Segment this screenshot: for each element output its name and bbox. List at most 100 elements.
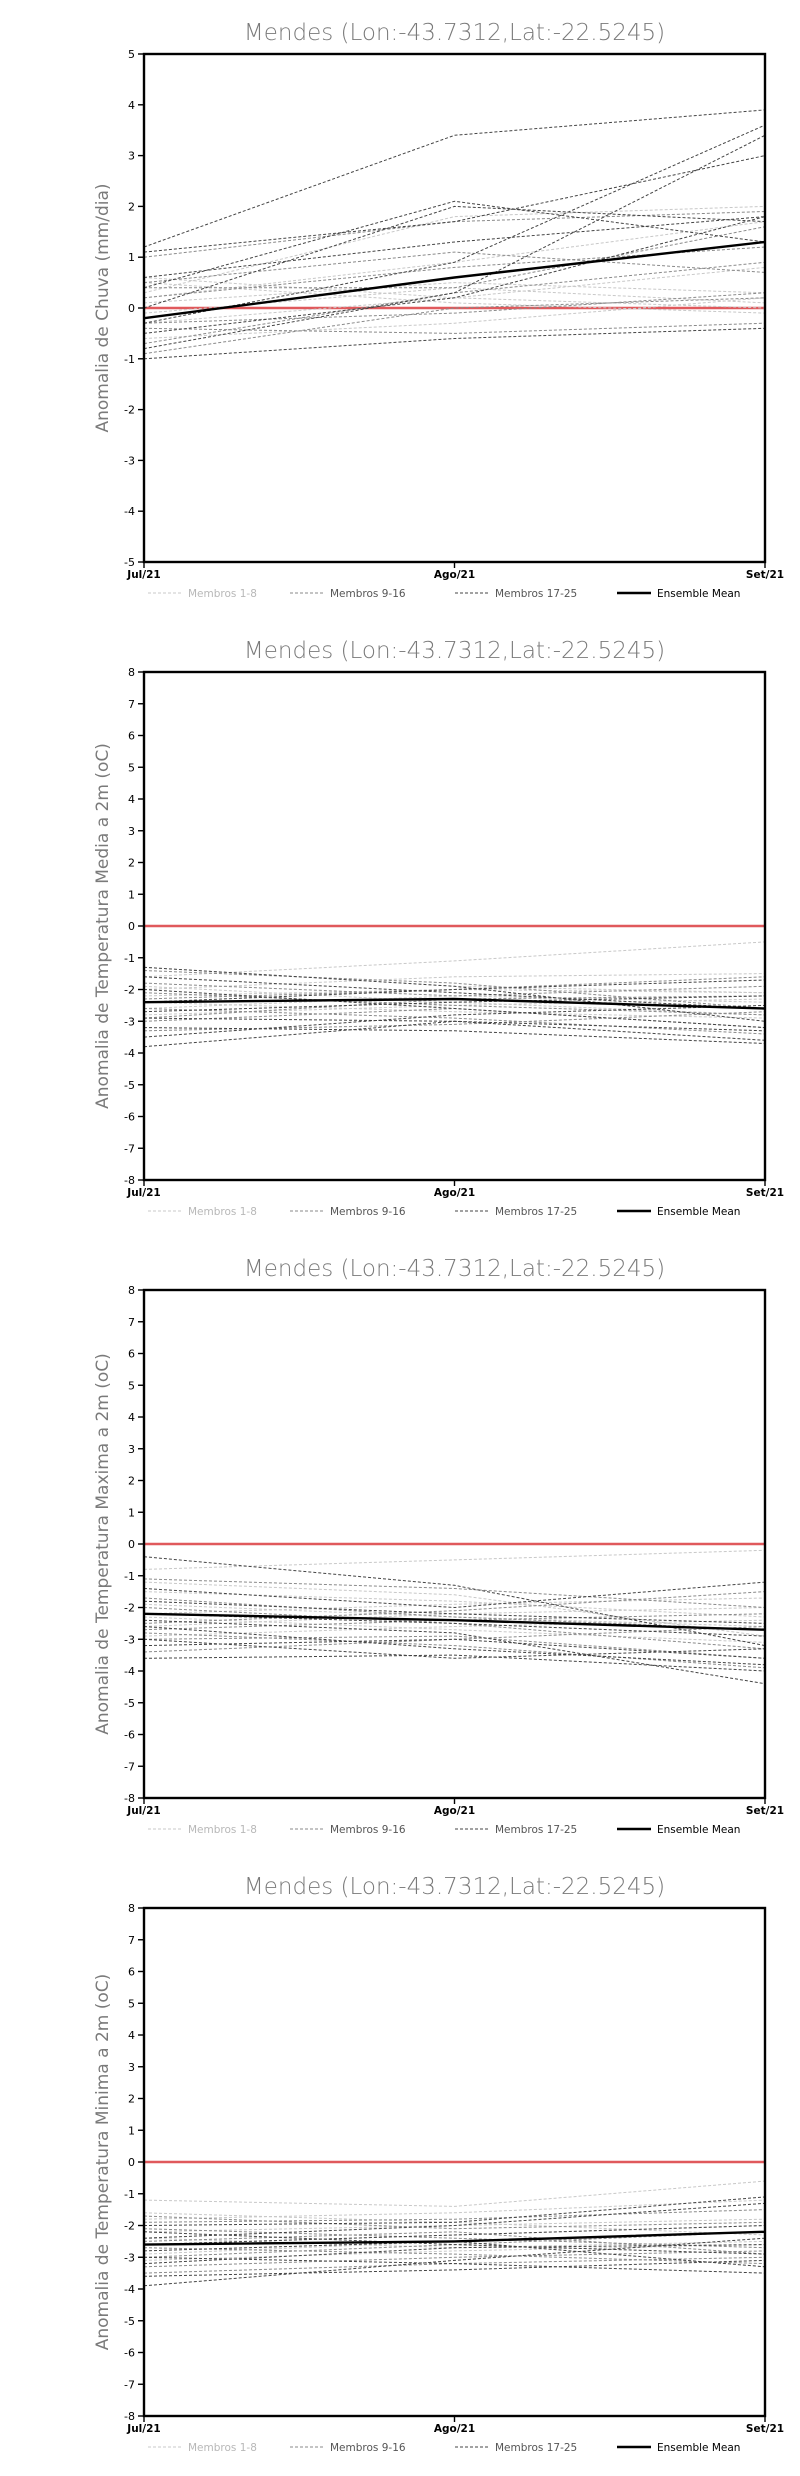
member-line-members-9-16 bbox=[143, 2209, 766, 2223]
y-tick-label: -4 bbox=[124, 1665, 135, 1678]
y-tick-label: 3 bbox=[128, 825, 135, 838]
member-line-members-17-25 bbox=[143, 2237, 766, 2287]
y-tick-label: 6 bbox=[128, 1348, 135, 1361]
member-line-members-9-16 bbox=[143, 1578, 766, 1608]
legend-label-members-9-16: Membros 9-16 bbox=[330, 1206, 406, 1218]
legend-label-ensemble-mean: Ensemble Mean bbox=[657, 588, 740, 600]
x-tick-label: Set/21 bbox=[746, 1187, 784, 1199]
legend-label-ensemble-mean: Ensemble Mean bbox=[657, 2442, 740, 2454]
member-line-members-1-8 bbox=[143, 282, 766, 304]
y-tick-label: 4 bbox=[128, 1411, 135, 1424]
y-tick-label: -7 bbox=[124, 2378, 135, 2391]
member-line-members-1-8 bbox=[143, 297, 766, 339]
plot-frame bbox=[142, 1906, 767, 2418]
member-line-members-1-8 bbox=[143, 941, 766, 978]
y-tick-label: -6 bbox=[124, 2347, 135, 2360]
legend-label-members-17-25: Membros 17-25 bbox=[495, 588, 577, 600]
y-tick-label: -4 bbox=[124, 505, 135, 518]
member-line-members-17-25 bbox=[143, 1638, 766, 1659]
y-tick-label: 1 bbox=[128, 251, 135, 264]
y-tick-label: -6 bbox=[124, 1111, 135, 1124]
member-line-members-17-25 bbox=[143, 1581, 766, 1608]
y-tick-label: 7 bbox=[128, 698, 135, 711]
plot-frame bbox=[142, 52, 767, 564]
member-line-members-1-8 bbox=[143, 266, 766, 324]
member-line-members-1-8 bbox=[143, 973, 766, 990]
member-line-members-17-25 bbox=[143, 2202, 766, 2239]
member-line-members-17-25 bbox=[143, 216, 766, 334]
member-line-members-1-8 bbox=[143, 1591, 766, 1618]
plot-frame bbox=[142, 1288, 767, 1800]
legend-label-members-17-25: Membros 17-25 bbox=[495, 1206, 577, 1218]
y-tick-label: -5 bbox=[124, 556, 135, 569]
y-tick-label: -3 bbox=[124, 1015, 135, 1028]
member-line-members-17-25 bbox=[143, 2196, 766, 2226]
y-tick-label: 3 bbox=[128, 2061, 135, 2074]
x-tick-label: Set/21 bbox=[746, 2423, 784, 2435]
member-line-members-9-16 bbox=[143, 970, 766, 1009]
y-tick-label: 3 bbox=[128, 150, 135, 163]
y-tick-label: 1 bbox=[128, 2124, 135, 2137]
member-line-members-17-25 bbox=[143, 124, 766, 324]
y-tick-label: 2 bbox=[128, 2093, 135, 2106]
y-tick-label: -8 bbox=[124, 1174, 135, 1187]
y-tick-label: -3 bbox=[124, 454, 135, 467]
y-tick-label: -2 bbox=[124, 1602, 135, 1615]
x-tick-label: Ago/21 bbox=[434, 1187, 475, 1199]
member-line-members-17-25 bbox=[143, 1020, 766, 1048]
member-line-members-17-25 bbox=[143, 989, 766, 1029]
member-line-members-9-16 bbox=[143, 251, 766, 284]
member-line-members-9-16 bbox=[143, 261, 766, 345]
chart-title: Mendes (Lon:-43.7312,Lat:-22.5245) bbox=[244, 1256, 665, 1282]
y-tick-label: 4 bbox=[128, 2029, 135, 2042]
chart-panel-1: Mendes (Lon:-43.7312,Lat:-22.5245) Anomal… bbox=[93, 20, 784, 600]
x-tick-label: Ago/21 bbox=[434, 2423, 475, 2435]
member-line-members-9-16 bbox=[143, 2228, 766, 2249]
y-axis-label: Anomalia de Temperatura Minima a 2m (oC) bbox=[93, 1974, 113, 2351]
member-line-members-17-25 bbox=[143, 1654, 766, 1672]
y-tick-label: 2 bbox=[128, 1475, 135, 1488]
member-line-members-1-8 bbox=[143, 1619, 766, 1637]
y-tick-label: -7 bbox=[124, 1142, 135, 1155]
member-line-members-17-25 bbox=[143, 205, 766, 309]
legend-label-members-9-16: Membros 9-16 bbox=[330, 2442, 406, 2454]
member-line-members-17-25 bbox=[143, 2225, 766, 2246]
y-tick-label: -1 bbox=[124, 353, 135, 366]
member-line-members-17-25 bbox=[143, 2259, 766, 2277]
x-tick-label: Jul/21 bbox=[126, 1187, 160, 1199]
y-tick-label: -6 bbox=[124, 1729, 135, 1742]
member-line-members-9-16 bbox=[143, 1011, 766, 1032]
y-tick-label: 5 bbox=[128, 761, 135, 774]
y-tick-label: -5 bbox=[124, 1079, 135, 1092]
y-tick-label: 0 bbox=[128, 2156, 135, 2169]
chart-panel-3: Mendes (Lon:-43.7312,Lat:-22.5245) Anomal… bbox=[93, 1256, 784, 1836]
member-line-members-9-16 bbox=[143, 992, 766, 1016]
y-tick-label: -5 bbox=[124, 2315, 135, 2328]
y-tick-label: -7 bbox=[124, 1760, 135, 1773]
member-line-members-9-16 bbox=[143, 1597, 766, 1631]
member-line-members-17-25 bbox=[143, 2256, 766, 2274]
y-tick-label: 5 bbox=[128, 1997, 135, 2010]
y-tick-label: 6 bbox=[128, 1966, 135, 1979]
legend-label-members-9-16: Membros 9-16 bbox=[330, 1824, 406, 1836]
member-line-members-1-8 bbox=[143, 966, 766, 994]
y-tick-label: 5 bbox=[128, 48, 135, 61]
member-line-members-1-8 bbox=[143, 221, 766, 299]
legend-label-members-9-16: Membros 9-16 bbox=[330, 588, 406, 600]
legend-label-ensemble-mean: Ensemble Mean bbox=[657, 1206, 740, 1218]
legend-label-members-1-8: Membros 1-8 bbox=[188, 2442, 257, 2454]
y-axis-label: Anomalia de Temperatura Maxima a 2m (oC) bbox=[93, 1353, 113, 1735]
y-tick-label: 0 bbox=[128, 1538, 135, 1551]
y-axis-label: Anomalia de Temperatura Media a 2m (oC) bbox=[93, 743, 113, 1109]
member-line-members-1-8 bbox=[143, 1549, 766, 1570]
legend-label-members-17-25: Membros 17-25 bbox=[495, 1824, 577, 1836]
member-line-members-9-16 bbox=[143, 322, 766, 334]
member-line-members-17-25 bbox=[143, 979, 766, 1003]
chart-panel-2: Mendes (Lon:-43.7312,Lat:-22.5245) Anomal… bbox=[93, 638, 784, 1218]
x-tick-label: Jul/21 bbox=[126, 1805, 160, 1817]
y-tick-label: 4 bbox=[128, 793, 135, 806]
legend-label-members-1-8: Membros 1-8 bbox=[188, 588, 257, 600]
y-tick-label: 1 bbox=[128, 888, 135, 901]
member-line-members-17-25 bbox=[143, 1017, 766, 1032]
member-line-members-17-25 bbox=[143, 976, 766, 1009]
